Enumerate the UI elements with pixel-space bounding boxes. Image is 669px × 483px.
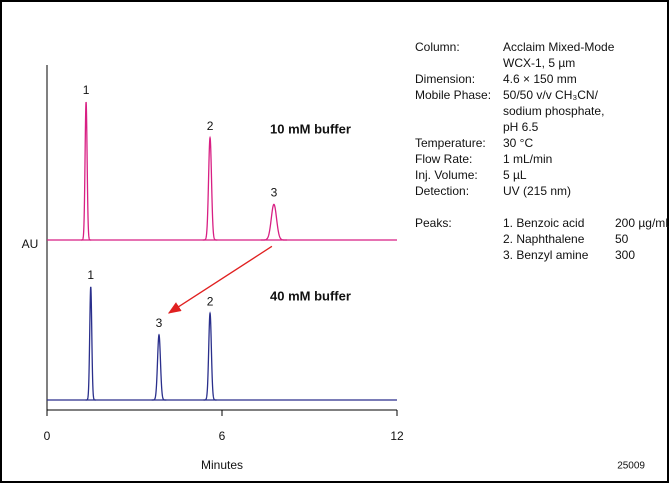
- x-tick-label: 12: [390, 429, 404, 443]
- peak-label: 3: [156, 316, 163, 330]
- peak-amount: 300: [615, 248, 635, 262]
- peak: [80, 101, 92, 241]
- condition-value: 5 µL: [503, 168, 527, 182]
- condition-label: Dimension:: [415, 72, 475, 86]
- figure-id: 25009: [617, 461, 645, 472]
- peak: [85, 286, 96, 401]
- condition-value: 1 mL/min: [503, 152, 552, 166]
- series-label: 10 mM buffer: [270, 121, 351, 136]
- condition-value: 4.6 × 150 mm: [503, 72, 577, 86]
- condition-label: Temperature:: [415, 136, 486, 150]
- condition-label: Inj. Volume:: [415, 168, 478, 182]
- peak-label: 2: [207, 294, 214, 308]
- peak-label: 2: [207, 119, 214, 133]
- peak-amount: 50: [615, 232, 629, 246]
- condition-label: Mobile Phase:: [415, 88, 491, 102]
- condition-value: 50/50 v/v CH₃CN/: [503, 88, 599, 102]
- x-axis-label: Minutes: [201, 458, 243, 472]
- x-tick-label: 6: [219, 429, 226, 443]
- x-tick-label: 0: [44, 429, 51, 443]
- condition-label: Detection:: [415, 184, 469, 198]
- condition-value: pH 6.5: [503, 120, 539, 134]
- y-axis-label: AU: [22, 237, 39, 251]
- peak-label: 1: [83, 83, 90, 97]
- condition-label: Column:: [415, 40, 460, 54]
- peak-name: 1. Benzoic acid: [503, 216, 584, 230]
- condition-value: sodium phosphate,: [503, 104, 604, 118]
- peak: [151, 333, 167, 401]
- peak: [202, 135, 218, 241]
- peak-label: 3: [271, 186, 278, 200]
- peak: [260, 203, 288, 241]
- peak-amount: 200 µg/mL: [615, 216, 669, 230]
- peak-name: 3. Benzyl amine: [503, 248, 589, 262]
- condition-label: Flow Rate:: [415, 152, 472, 166]
- condition-value: WCX-1, 5 µm: [503, 56, 575, 70]
- condition-value: Acclaim Mixed-Mode: [503, 40, 615, 54]
- peaks-heading: Peaks:: [415, 216, 452, 230]
- series-label: 40 mM buffer: [270, 288, 351, 303]
- peak-label: 1: [87, 268, 94, 282]
- condition-value: UV (215 nm): [503, 184, 571, 198]
- peak-name: 2. Naphthalene: [503, 232, 585, 246]
- peak: [203, 311, 217, 401]
- shift-arrow: [167, 245, 273, 314]
- condition-value: 30 °C: [503, 136, 533, 150]
